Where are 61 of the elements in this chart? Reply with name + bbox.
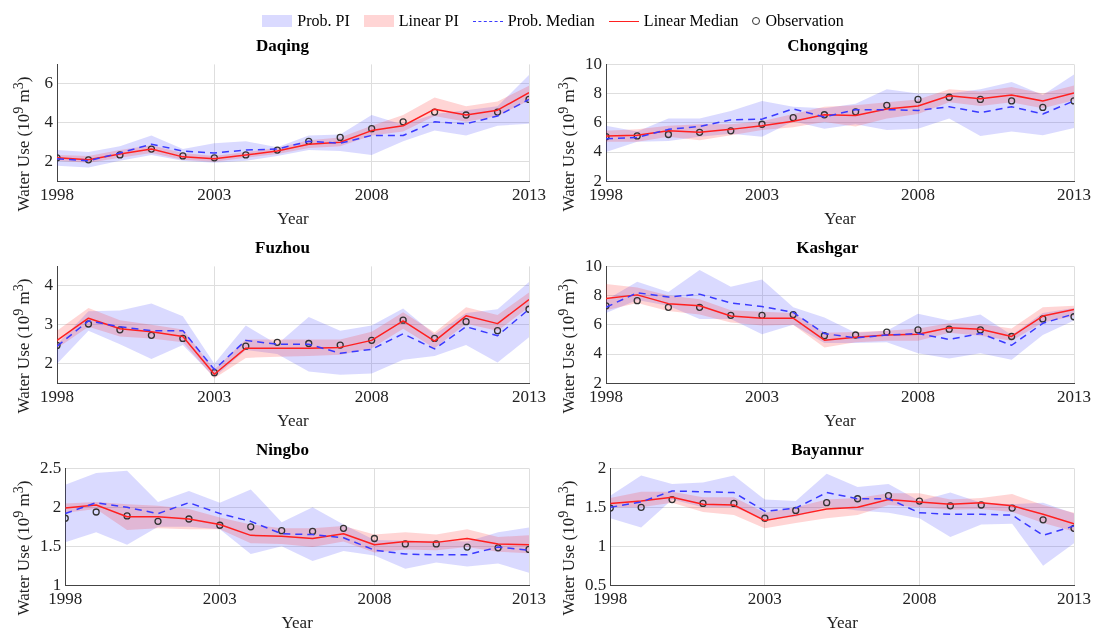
legend-label: Linear Median <box>643 12 739 30</box>
chart-title: Bayannur <box>791 439 865 459</box>
x-tick-label: 2013 <box>1057 588 1091 608</box>
y-tick-label: 4 <box>593 343 603 363</box>
x-tick-label: 2003 <box>745 386 779 406</box>
x-tick-label: 2003 <box>745 184 779 204</box>
x-tick-label: 2013 <box>512 184 546 204</box>
x-tick-label: 2013 <box>512 588 546 608</box>
x-tick-label: 2003 <box>197 184 232 204</box>
y-tick-label: 4 <box>44 112 54 132</box>
y-tick-label: 4 <box>593 141 603 161</box>
x-tick-label: 2008 <box>354 386 389 406</box>
x-axis-title: Year <box>281 613 314 633</box>
x-tick-label: 1998 <box>40 386 74 406</box>
x-axis-title: Year <box>824 411 856 431</box>
y-tick-label: 8 <box>593 83 602 103</box>
x-tick-label: 2008 <box>357 588 392 608</box>
chart-title: Daqing <box>256 35 310 55</box>
y-tick-label: 10 <box>585 255 602 275</box>
x-tick-label: 2013 <box>1057 184 1091 204</box>
chart-title: Chongqing <box>787 35 869 55</box>
y-tick-label: 1.5 <box>585 496 607 516</box>
y-tick-label: 2.5 <box>40 457 62 477</box>
y-tick-label: 10 <box>585 53 602 73</box>
chart-title: Fuzhou <box>255 237 310 257</box>
x-axis-title: Year <box>826 613 859 633</box>
text: Linear PI <box>398 12 459 30</box>
chart-title: Ningbo <box>256 439 309 459</box>
y-tick-label: 2 <box>52 496 62 516</box>
y-tick-label: 2 <box>593 170 602 190</box>
y-tick-label: 2 <box>593 372 602 392</box>
x-tick-label: 2003 <box>747 588 782 608</box>
legend-label: Observation <box>765 12 844 30</box>
y-tick-label: 1 <box>597 535 607 555</box>
y-tick-label: 2 <box>597 457 607 477</box>
x-axis-title: Year <box>277 411 309 431</box>
y-tick-label: 6 <box>593 314 602 334</box>
x-tick-label: 1998 <box>40 184 74 204</box>
y-tick-label: 2 <box>44 151 53 171</box>
y-tick-label: 6 <box>593 112 602 132</box>
y-tick-label: 0.5 <box>585 574 607 594</box>
x-tick-label: 2008 <box>901 386 935 406</box>
y-tick-label: 6 <box>44 73 53 93</box>
y-tick-label: 1.5 <box>40 535 62 555</box>
y-tick-label: 2 <box>44 353 53 373</box>
x-tick-label: 2013 <box>1057 386 1091 406</box>
x-tick-label: 2008 <box>901 184 935 204</box>
x-axis-title: Year <box>277 209 309 229</box>
y-tick-label: 4 <box>44 275 54 295</box>
y-tick-label: 3 <box>44 314 53 334</box>
x-tick-label: 2003 <box>202 588 237 608</box>
legend-label: Prob. Median <box>507 12 595 30</box>
x-tick-label: 2008 <box>354 184 389 204</box>
y-tick-label: 8 <box>593 285 602 305</box>
x-tick-label: 2003 <box>197 386 232 406</box>
x-tick-label: 2008 <box>902 588 937 608</box>
text: Prob. PI <box>297 12 350 30</box>
x-tick-label: 2013 <box>512 386 546 406</box>
x-axis-title: Year <box>824 209 856 229</box>
y-tick-label: 1 <box>52 574 62 594</box>
chart-title: Kashgar <box>796 237 860 257</box>
